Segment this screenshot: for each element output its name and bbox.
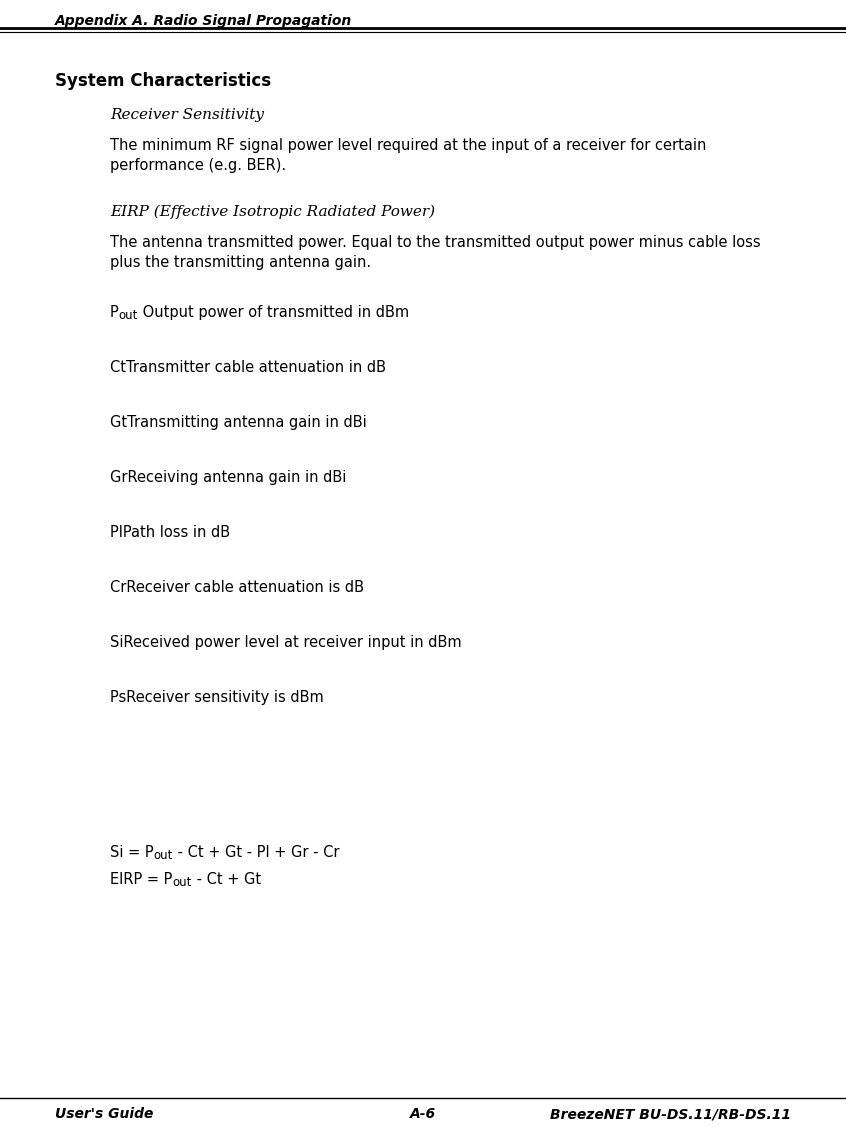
Text: GrReceiving antenna gain in dBi: GrReceiving antenna gain in dBi	[110, 470, 346, 485]
Text: The antenna transmitted power. Equal to the transmitted output power minus cable: The antenna transmitted power. Equal to …	[110, 236, 761, 269]
Text: EIRP (Effective Isotropic Radiated Power): EIRP (Effective Isotropic Radiated Power…	[110, 205, 435, 220]
Text: Output power of transmitted in dBm: Output power of transmitted in dBm	[138, 305, 409, 320]
Text: P: P	[110, 305, 118, 320]
Text: CrReceiver cable attenuation is dB: CrReceiver cable attenuation is dB	[110, 580, 364, 595]
Text: Appendix A. Radio Signal Propagation: Appendix A. Radio Signal Propagation	[55, 14, 352, 28]
Text: out: out	[118, 309, 138, 322]
Text: Receiver Sensitivity: Receiver Sensitivity	[110, 108, 264, 122]
Text: BreezeNET BU-DS.11/RB-DS.11: BreezeNET BU-DS.11/RB-DS.11	[550, 1107, 791, 1121]
Text: A-6: A-6	[410, 1107, 436, 1121]
Text: System Characteristics: System Characteristics	[55, 72, 271, 90]
Text: Si = P: Si = P	[110, 845, 154, 860]
Text: out: out	[154, 849, 173, 862]
Text: EIRP = P: EIRP = P	[110, 872, 173, 887]
Text: SiReceived power level at receiver input in dBm: SiReceived power level at receiver input…	[110, 635, 462, 650]
Text: PsReceiver sensitivity is dBm: PsReceiver sensitivity is dBm	[110, 690, 324, 706]
Text: out: out	[173, 876, 192, 889]
Text: The minimum RF signal power level required at the input of a receiver for certai: The minimum RF signal power level requir…	[110, 137, 706, 172]
Text: GtTransmitting antenna gain in dBi: GtTransmitting antenna gain in dBi	[110, 415, 367, 431]
Text: - Ct + Gt - Pl + Gr - Cr: - Ct + Gt - Pl + Gr - Cr	[173, 845, 339, 860]
Text: CtTransmitter cable attenuation in dB: CtTransmitter cable attenuation in dB	[110, 360, 386, 375]
Text: User's Guide: User's Guide	[55, 1107, 153, 1121]
Text: PlPath loss in dB: PlPath loss in dB	[110, 525, 230, 540]
Text: - Ct + Gt: - Ct + Gt	[192, 872, 261, 887]
